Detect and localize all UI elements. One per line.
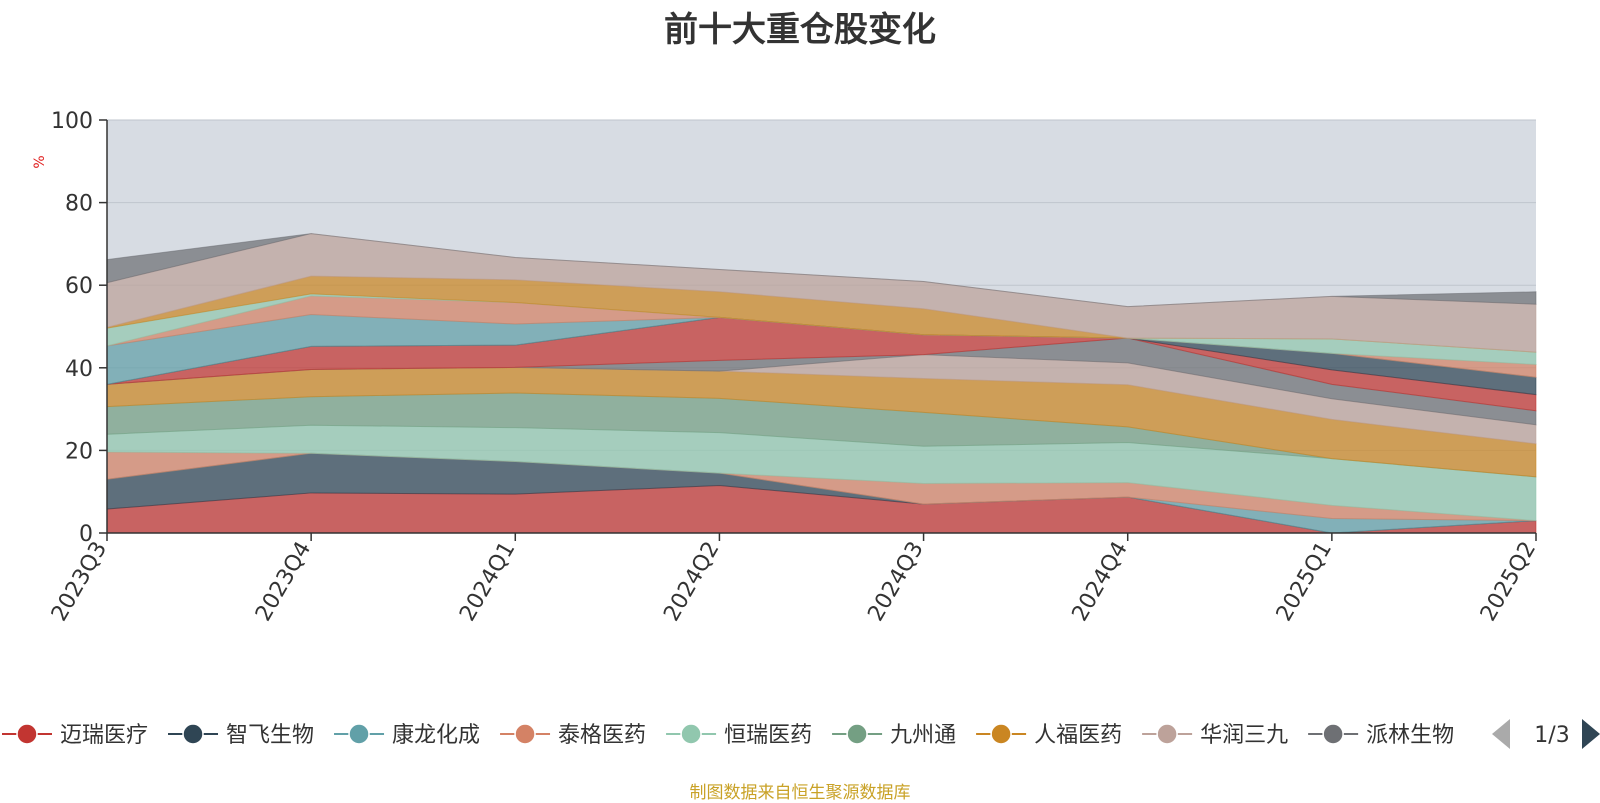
chart-title: 前十大重仓股变化 <box>664 10 936 50</box>
area-series-派林生物[interactable] <box>106 233 1537 308</box>
y-tick-label: 20 <box>65 439 93 464</box>
triangle-left-icon[interactable] <box>1492 719 1510 749</box>
y-tick-label: 60 <box>65 274 93 299</box>
legend-item-人福医药[interactable]: 人福医药 <box>976 723 1122 748</box>
legend-label: 智飞生物 <box>226 723 314 748</box>
legend-label: 康龙化成 <box>392 723 480 748</box>
x-tick-label: 2023Q4 <box>251 538 316 626</box>
x-tick-label: 2024Q2 <box>659 538 724 626</box>
legend-label: 迈瑞医疗 <box>60 723 148 748</box>
x-tick-label: 2024Q3 <box>863 538 928 626</box>
x-tick-label: 2024Q4 <box>1068 538 1133 626</box>
y-tick-label: 100 <box>51 109 93 134</box>
legend-marker-icon <box>680 723 702 745</box>
legend-label: 泰格医药 <box>558 723 646 748</box>
legend-marker-icon <box>182 723 204 745</box>
x-tick-label: 2023Q3 <box>47 538 112 626</box>
legend-label: 九州通 <box>890 723 956 748</box>
x-tick-label: 2024Q1 <box>455 538 520 626</box>
y-axis-label: % <box>32 155 48 168</box>
legend-item-智飞生物[interactable]: 智飞生物 <box>168 723 314 748</box>
y-tick-label: 40 <box>65 357 93 382</box>
legend-label: 人福医药 <box>1034 723 1122 748</box>
legend-item-派林生物[interactable]: 派林生物 <box>1308 723 1454 748</box>
legend: 迈瑞医疗 智飞生物 康龙化成 泰格医药 恒瑞医药 九州通 人福医药 华润三九 派林生物 <box>2 723 1454 748</box>
legend-marker-icon <box>514 723 536 745</box>
legend-marker-icon <box>1322 723 1344 745</box>
area-series <box>106 233 1537 534</box>
legend-item-康龙化成[interactable]: 康龙化成 <box>334 723 480 748</box>
legend-marker-icon <box>348 723 370 745</box>
legend-page-indicator: 1/3 <box>1534 723 1569 748</box>
legend-marker-icon <box>1156 723 1178 745</box>
legend-item-九州通[interactable]: 九州通 <box>832 723 956 748</box>
legend-item-华润三九[interactable]: 华润三九 <box>1142 723 1288 748</box>
legend-marker-icon <box>990 723 1012 745</box>
x-tick-label: 2025Q2 <box>1476 538 1541 626</box>
legend-marker-icon <box>16 723 38 745</box>
y-tick-label: 80 <box>65 192 93 217</box>
legend-pager: 1/3 <box>1492 719 1600 749</box>
legend-item-迈瑞医疗[interactable]: 迈瑞医疗 <box>2 723 148 748</box>
legend-marker-icon <box>846 723 868 745</box>
legend-label: 华润三九 <box>1200 723 1288 748</box>
data-source-note: 制图数据来自恒生聚源数据库 <box>689 783 911 803</box>
legend-label: 派林生物 <box>1366 723 1454 748</box>
triangle-right-icon[interactable] <box>1582 719 1600 749</box>
legend-item-泰格医药[interactable]: 泰格医药 <box>500 723 646 748</box>
legend-label: 恒瑞医药 <box>724 723 812 748</box>
y-tick-label: 0 <box>79 522 93 547</box>
x-tick-label: 2025Q1 <box>1272 538 1337 626</box>
legend-item-恒瑞医药[interactable]: 恒瑞医药 <box>666 723 812 748</box>
